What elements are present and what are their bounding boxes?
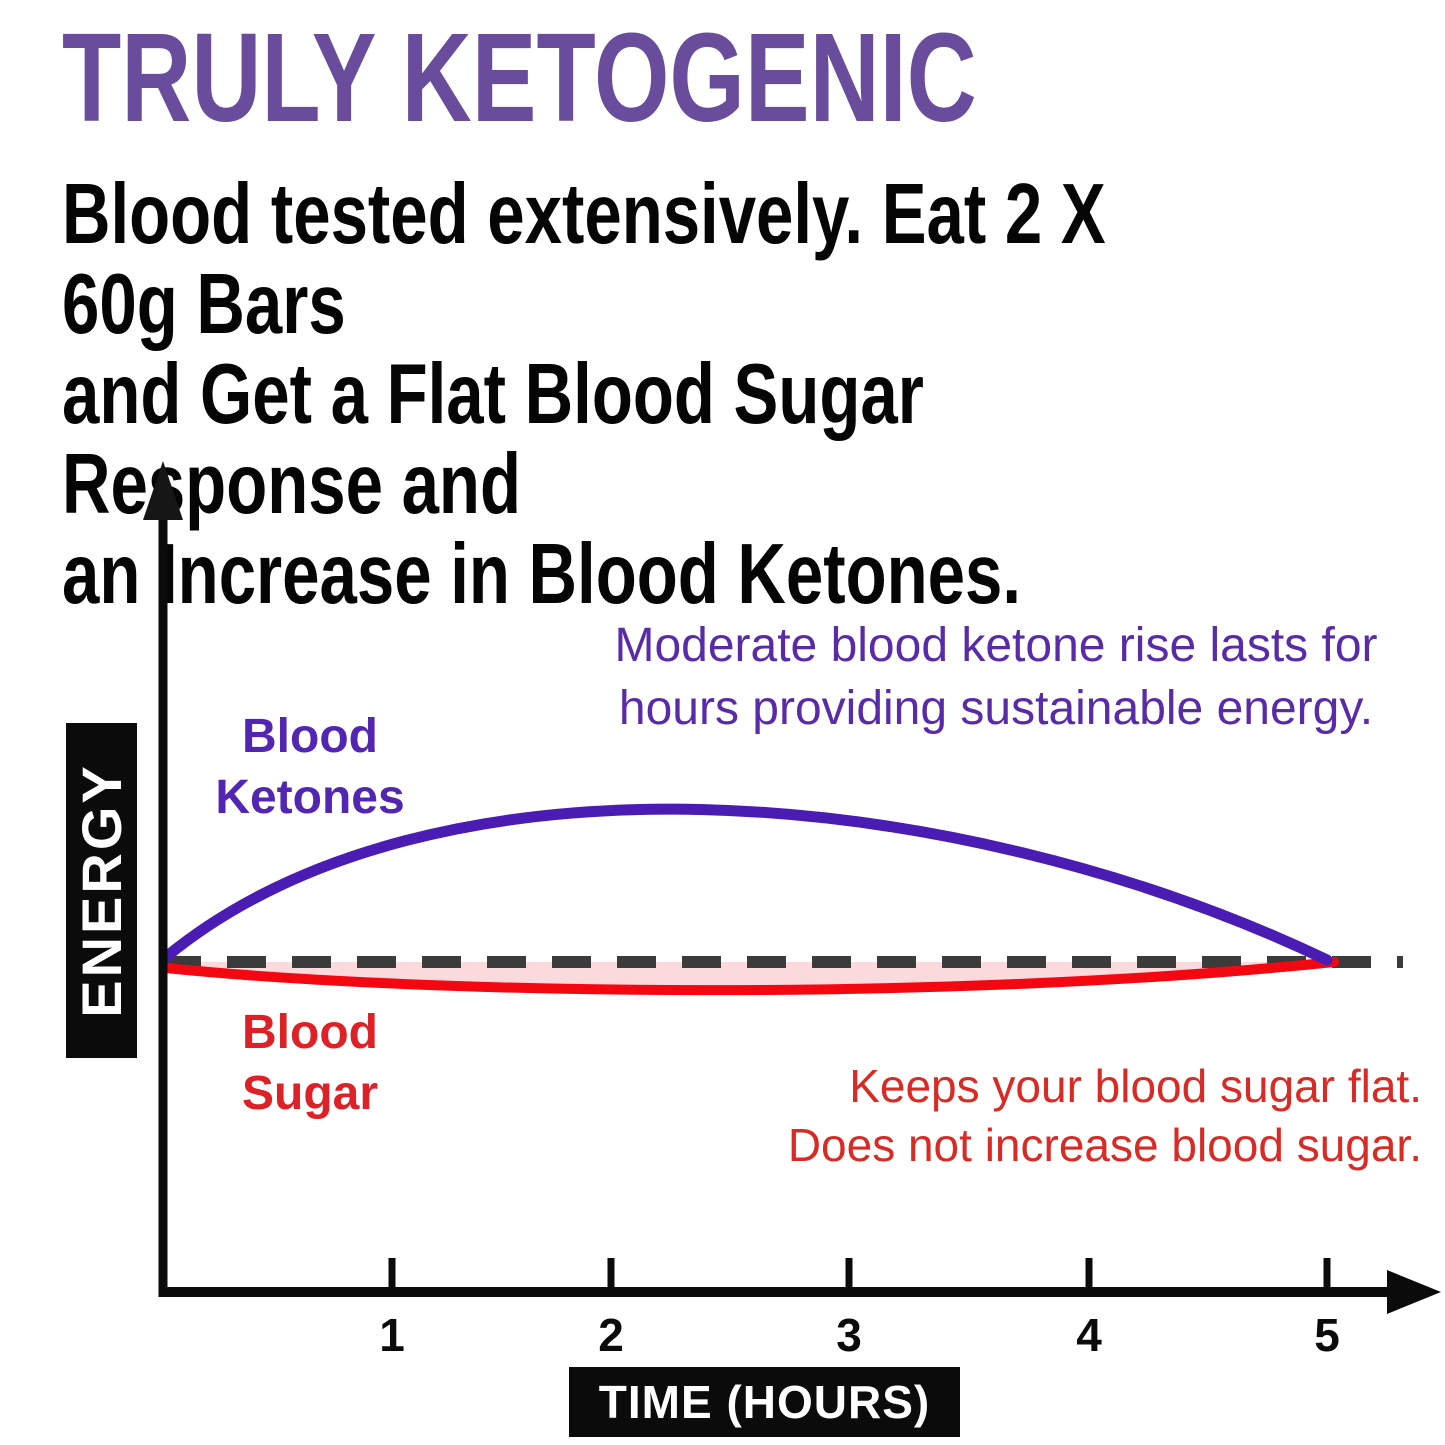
subtitle-text: Blood tested extensively. Eat 2 X 60g Ba… [62,167,1106,623]
x-axis-arrowhead-icon [1387,1270,1441,1314]
blood-ketones-series-label: Blood Ketones [215,710,405,825]
x-tick-label-2: 2 [598,1309,624,1361]
x-tick-label-4: 4 [1076,1309,1102,1361]
page-title: TRULY KETOGENIC [62,7,977,148]
y-axis-label: ENERGY [70,763,133,1018]
x-axis-label: TIME (HOURS) [598,1376,931,1428]
blood-sugar-series-label: Blood Sugar [241,1006,379,1121]
blood-ketones-annotation: Moderate blood ketone rise lasts for hou… [614,619,1378,736]
y-axis-arrowhead-icon [143,461,183,520]
y-axis-label-box: ENERGY [66,723,137,1058]
blood-sugar-curve [161,957,1339,996]
x-tick-label-5: 5 [1314,1309,1340,1361]
x-tick-label-3: 3 [836,1309,862,1361]
blood-ketones-curve [160,803,1333,966]
x-tick-label-1: 1 [379,1309,405,1361]
x-axis-label-box: TIME (HOURS) [569,1367,960,1437]
blood-sugar-annotation: Keeps your blood sugar flat. Does not in… [787,1060,1422,1171]
x-axis-ticks [388,1258,1331,1292]
